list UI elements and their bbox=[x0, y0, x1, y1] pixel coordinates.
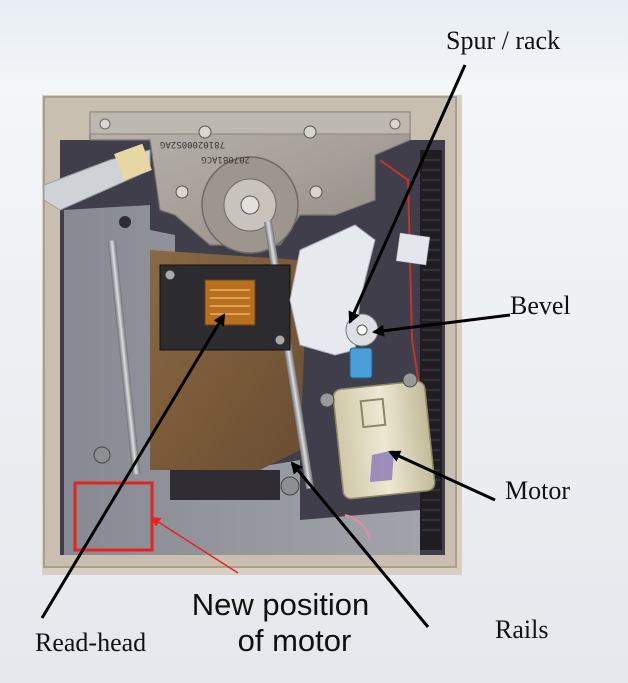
bracket-screw-3 bbox=[198, 125, 212, 139]
cd-drive-photo: 78102000S2AG 2070B1ACG bbox=[42, 95, 462, 575]
arrow-spur-rack bbox=[348, 64, 467, 324]
bracket-screw-6 bbox=[309, 185, 323, 199]
motor-window bbox=[359, 397, 387, 429]
rack-label bbox=[395, 232, 431, 266]
arrow-read-head bbox=[40, 313, 226, 619]
screw-hole-left bbox=[119, 216, 131, 228]
arrow-bevel bbox=[372, 313, 511, 337]
blue-worm-gear bbox=[349, 347, 373, 379]
dark-slot-lower bbox=[170, 470, 280, 500]
label-read-head: Read-head bbox=[35, 628, 147, 657]
motor-decal bbox=[370, 450, 394, 482]
label-motor: Motor bbox=[505, 476, 570, 505]
arrow-rails bbox=[290, 461, 430, 628]
ribbon-cable-tape bbox=[114, 143, 152, 181]
pickup-lens-holder bbox=[204, 279, 256, 326]
bracket-rail bbox=[89, 111, 411, 135]
motor-mount-screw-2 bbox=[402, 372, 418, 388]
pickup-bolt-right bbox=[274, 334, 286, 346]
label-bevel: Bevel bbox=[510, 291, 571, 320]
label-spur-rack: Spur / rack bbox=[446, 26, 561, 55]
bracket-screw-1 bbox=[99, 118, 111, 130]
left-rail bbox=[107, 240, 141, 475]
bracket-screw-5 bbox=[175, 185, 189, 199]
arrow-motor bbox=[388, 450, 496, 502]
part-marking-2: 2070B1ACG bbox=[201, 154, 250, 164]
label-new-position-line2: of motor bbox=[237, 622, 352, 658]
pink-wire bbox=[344, 514, 371, 541]
rail-mount-left bbox=[93, 446, 111, 464]
bevel-gear-hub bbox=[356, 324, 368, 336]
bracket-screw-2 bbox=[389, 118, 401, 130]
new-motor-position-box bbox=[73, 481, 154, 552]
motor-body bbox=[332, 380, 436, 500]
spindle-center bbox=[240, 195, 260, 215]
part-marking-1: 78102000S2AG bbox=[160, 139, 225, 149]
motor-mount-screw-1 bbox=[319, 392, 335, 408]
pickup-bolt-left bbox=[164, 269, 176, 281]
slide-top-band bbox=[0, 0, 628, 80]
bracket-screw-4 bbox=[303, 125, 317, 139]
label-new-position-of-motor: New position of motor bbox=[168, 587, 393, 658]
rail-mount-right bbox=[280, 476, 300, 496]
label-rails: Rails bbox=[495, 615, 549, 644]
arrow-new-position bbox=[150, 516, 239, 574]
label-new-position-line1: New position bbox=[191, 587, 370, 622]
